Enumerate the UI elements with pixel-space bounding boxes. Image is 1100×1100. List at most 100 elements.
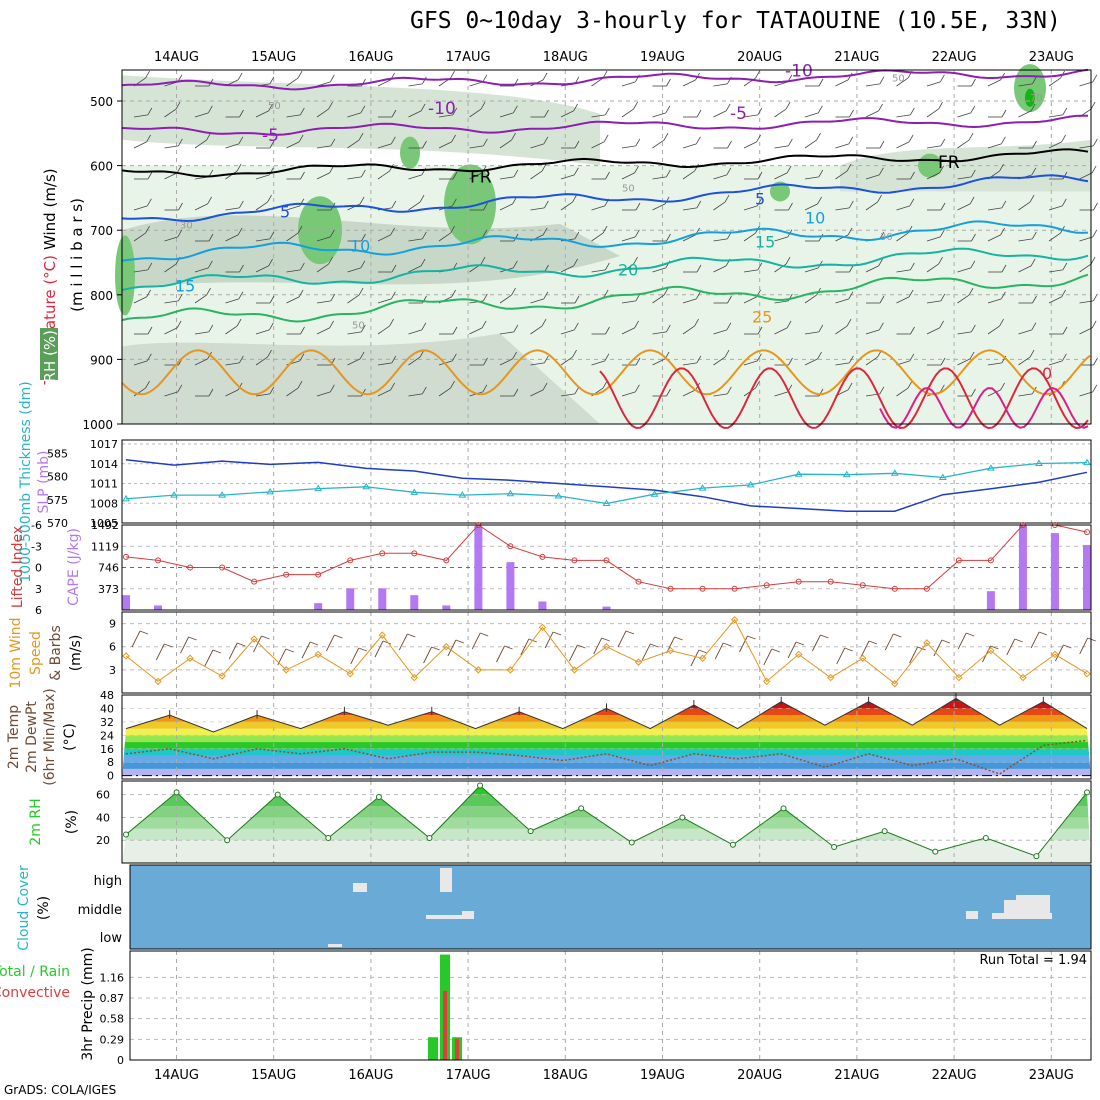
thickness-marker [314, 484, 323, 492]
cape-bar [346, 588, 355, 610]
wind-barb-flag [1062, 198, 1067, 207]
isotherm-25 [121, 349, 1091, 396]
wind-barb [957, 203, 971, 211]
wind-barb-flag [1000, 227, 1005, 236]
wind-barb [255, 110, 269, 118]
surface-wind-barb [1054, 644, 1064, 662]
thickness-marker [458, 491, 467, 498]
isotherm-line [121, 114, 1089, 136]
surface-wind-barb [1079, 637, 1089, 655]
wind-barb [499, 331, 514, 335]
wind-barb [713, 201, 726, 211]
wind-barb-flag [694, 163, 699, 172]
rh-contour-label: 30 [180, 220, 193, 231]
wind-barb [347, 267, 361, 273]
wind-barb [1079, 327, 1093, 335]
surface-wind-barb-flag [431, 646, 440, 651]
surface-wind-barb [301, 641, 311, 659]
surface-wind-barb-flag [625, 630, 635, 635]
slp-tick-label: 1011 [90, 478, 118, 491]
wind-barb-flag [969, 196, 975, 205]
surface-wind-barb-flag [139, 630, 149, 635]
wind-barb [896, 232, 909, 242]
lifted-index-axis-label: Lifted Index [10, 526, 26, 608]
wind-barb [774, 108, 787, 118]
wind-barb-flag [145, 70, 150, 79]
wind-barb-flag [300, 326, 305, 335]
wind-barb [743, 296, 757, 304]
surface-wind-barb-flag [893, 633, 902, 638]
wind-barb [804, 203, 818, 211]
wind-barb-flag [1031, 231, 1037, 240]
wind-barb-flag [572, 194, 577, 203]
surface-wind-barb-flag [868, 640, 878, 645]
wind-barb-flag [970, 105, 976, 114]
wind-barb [896, 205, 910, 211]
wind-barb-flag [940, 138, 946, 147]
slp-tick-label: 1014 [90, 458, 118, 471]
wind-barb [133, 269, 148, 273]
wind-speed-marker [442, 643, 451, 651]
surface-wind-barb [228, 642, 238, 660]
rh-marker [274, 791, 281, 798]
wind-barb-flag [602, 380, 608, 389]
wind-barb-flag [208, 260, 213, 269]
wind-barb-flag [971, 233, 976, 242]
wind-barb [560, 110, 574, 118]
wind-barb [804, 112, 819, 118]
wind-barb-flag [483, 202, 488, 211]
wind-barb-flag [146, 289, 151, 298]
wind-barb [499, 203, 513, 211]
top-date-label: 16AUG [348, 50, 393, 65]
thickness-marker [506, 489, 515, 497]
wind-axis-label-4: (m/s) [68, 635, 84, 672]
wind-barb-flag [572, 349, 577, 358]
wind-speed-marker [1083, 670, 1091, 678]
wind-barb-flag [574, 322, 579, 331]
wind-speed-marker [570, 666, 579, 674]
contour-label: FR [470, 167, 492, 187]
wind-barb [987, 234, 1001, 242]
wind-barb-flag [663, 287, 669, 296]
wind-barb-flag [298, 289, 304, 298]
wind-barb [865, 329, 880, 335]
wind-barb-flag [208, 105, 213, 114]
wind-barb [987, 207, 1002, 211]
cape-bar [602, 606, 611, 610]
wind-barb [682, 143, 697, 149]
wind-barb-flag [513, 324, 519, 333]
wind-barb [774, 300, 789, 304]
wind-barb-flag [300, 171, 305, 180]
wind-barb [652, 294, 665, 304]
wind-barb [469, 81, 483, 87]
wind-barb-flag [299, 262, 305, 271]
wind-barb [774, 145, 789, 149]
wind-barb-flag [909, 262, 915, 271]
wind-barb [194, 294, 207, 304]
surface-wind-barb [787, 641, 797, 659]
wind-barb-flag [207, 196, 212, 205]
rh-marker [224, 837, 231, 844]
wind-barb-flag [269, 140, 275, 149]
thickness-marker [987, 464, 995, 471]
temp-ylabel-group: (6hr Min/Max) [42, 688, 58, 785]
wind-barb [530, 170, 543, 180]
wind-barb-flag [910, 171, 915, 180]
cape-bar [538, 601, 547, 610]
rh-moist-blob [770, 181, 790, 202]
wind-barb-flag [269, 231, 275, 240]
wind-barb-flag [267, 349, 272, 358]
wind-barb-flag [878, 103, 883, 112]
wind-barb [713, 393, 728, 397]
surface-wind-barb [860, 640, 870, 658]
rh-shading [115, 64, 1091, 424]
cloud-block [462, 911, 474, 919]
thickness-marker [266, 487, 275, 495]
wind-barb [408, 83, 423, 87]
surface-wind-barb [544, 631, 554, 649]
wind-barb-flag [361, 388, 366, 397]
surface-wind-barb-flag [212, 649, 222, 654]
wind-barb [865, 110, 879, 118]
wind-barb [164, 145, 179, 149]
wind-barb-flag [940, 357, 946, 366]
